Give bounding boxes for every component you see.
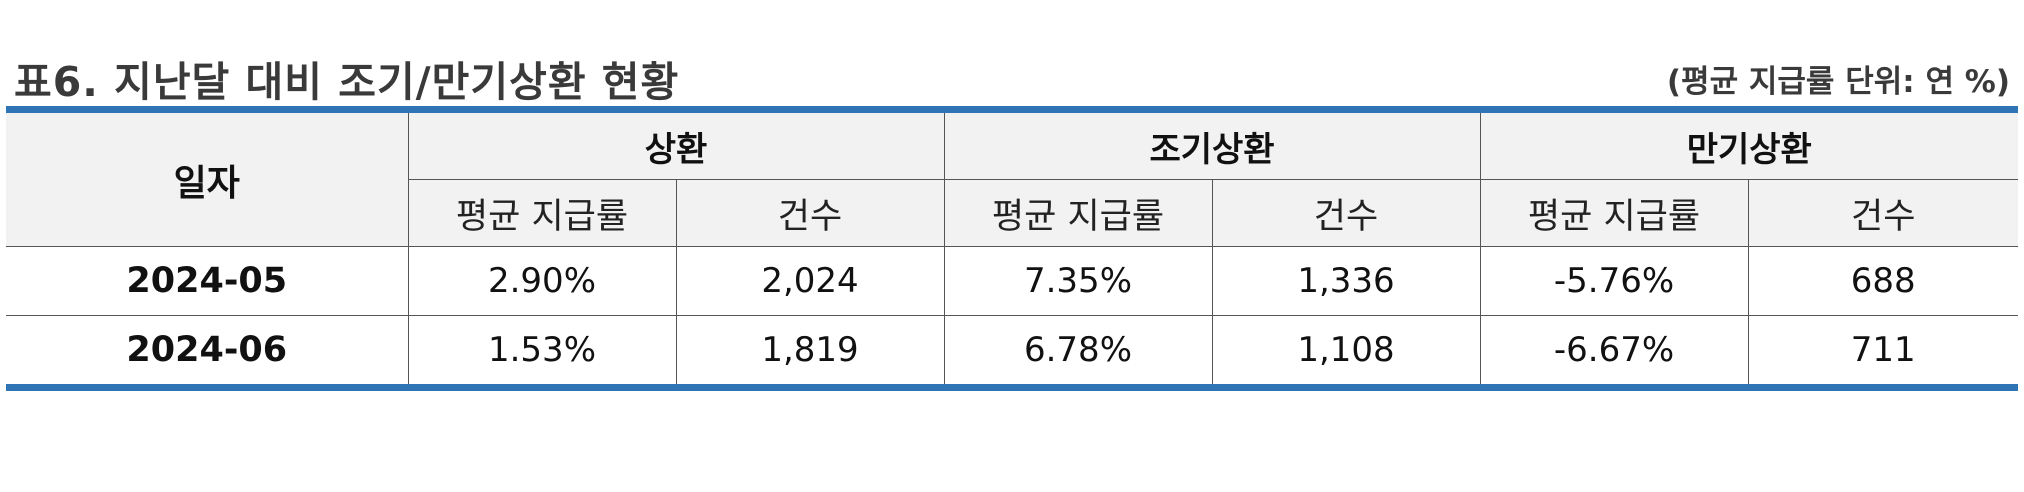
group-header-redemption: 상환 [407, 113, 945, 180]
cell-early-avg-rate: 7.35% [943, 246, 1213, 316]
cell-redemption-count: 2,024 [675, 246, 945, 316]
sub-header-avg-rate: 평균 지급률 [408, 179, 677, 247]
table-row: 2024-06 1.53% 1,819 6.78% 1,108 -6.67% 7… [6, 315, 2018, 384]
header-row-groups: 일자 상환 조기상환 만기상환 [6, 113, 2018, 247]
table-row: 2024-05 2.90% 2,024 7.35% 1,336 -5.76% 6… [6, 246, 2018, 316]
cell-redemption-avg-rate: 1.53% [407, 315, 677, 384]
data-table: 일자 상환 조기상환 만기상환 평균 지급률 건수 평균 지급률 건수 평균 지… [6, 113, 2018, 384]
cell-early-count: 1,336 [1211, 246, 1481, 316]
group-header-early-redemption: 조기상환 [943, 113, 1481, 180]
cell-maturity-count: 688 [1747, 246, 2018, 316]
unit-note: (평균 지급률 단위: 연 %) [1666, 64, 2010, 100]
sub-header-count: 건수 [675, 179, 945, 247]
cell-maturity-count: 711 [1747, 315, 2018, 384]
sub-header-count: 건수 [1211, 179, 1481, 247]
cell-redemption-count: 1,819 [675, 315, 945, 384]
date-column-header: 일자 [6, 113, 409, 247]
sub-header-count: 건수 [1747, 179, 2018, 247]
row-date: 2024-06 [6, 315, 409, 384]
group-header-maturity-redemption: 만기상환 [1479, 113, 2018, 180]
sub-header-avg-rate: 평균 지급률 [943, 179, 1213, 247]
cell-maturity-avg-rate: -6.67% [1479, 315, 1749, 384]
table-title: 표6. 지난달 대비 조기/만기상환 현황 [14, 58, 680, 106]
cell-redemption-avg-rate: 2.90% [407, 246, 677, 316]
row-date: 2024-05 [6, 246, 409, 316]
cell-maturity-avg-rate: -5.76% [1479, 246, 1749, 316]
cell-early-count: 1,108 [1211, 315, 1481, 384]
redemption-table: 일자 상환 조기상환 만기상환 평균 지급률 건수 평균 지급률 건수 평균 지… [6, 106, 2018, 391]
cell-early-avg-rate: 6.78% [943, 315, 1213, 384]
sub-header-avg-rate: 평균 지급률 [1479, 179, 1749, 247]
table-caption: 표6. 지난달 대비 조기/만기상환 현황 (평균 지급률 단위: 연 %) [14, 40, 2010, 106]
header-row-subcolumns: 평균 지급률 건수 평균 지급률 건수 평균 지급률 건수 [6, 179, 2018, 247]
